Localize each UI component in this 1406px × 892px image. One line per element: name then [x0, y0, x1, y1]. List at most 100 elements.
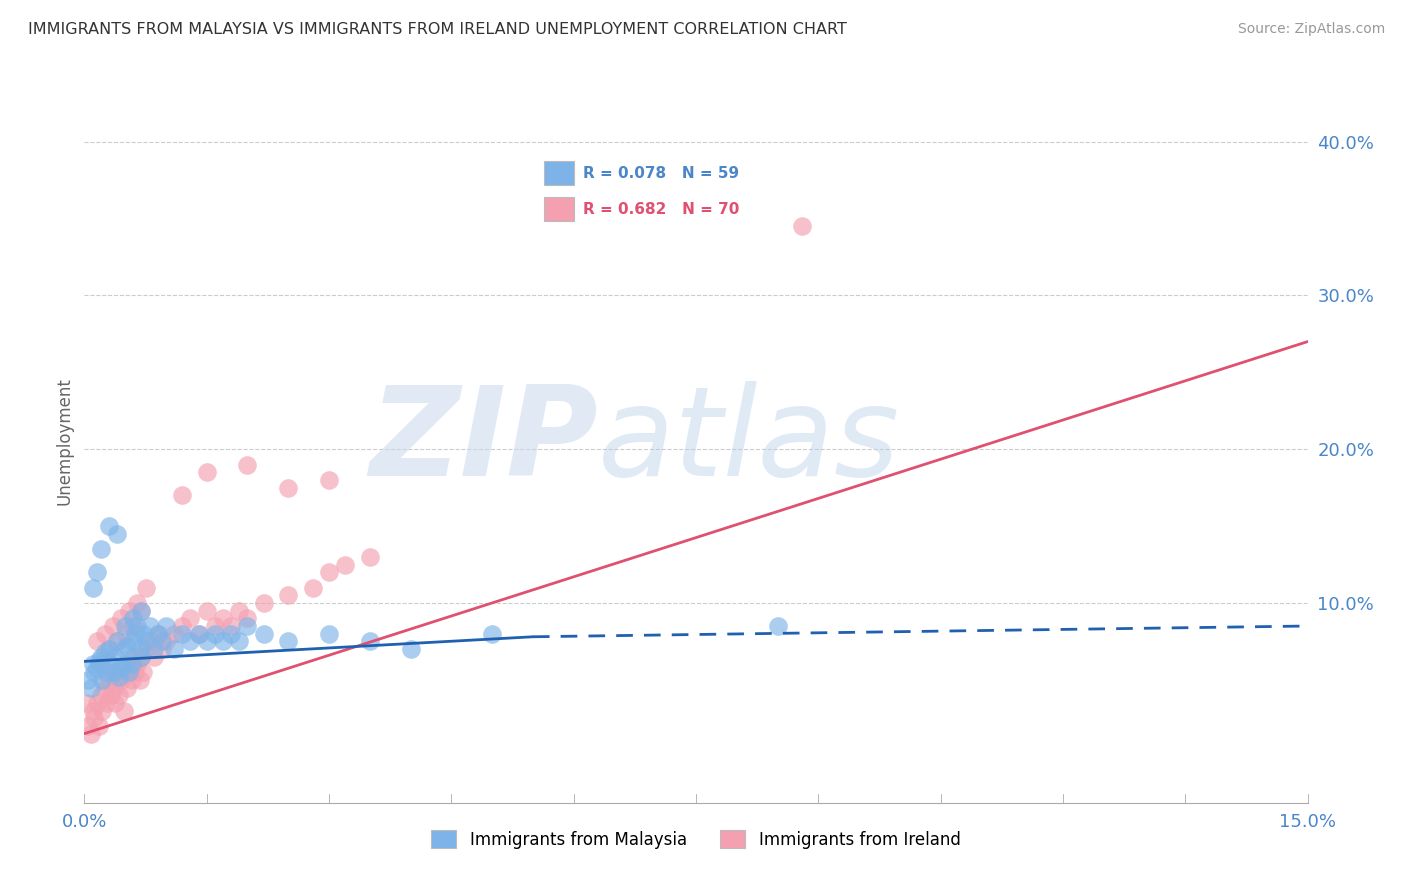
Point: [121, 657, 143, 672]
Point: [97, 642, 120, 657]
Point: [335, 558, 357, 572]
Point: [277, 634, 299, 648]
Point: [97, 642, 120, 657]
FancyBboxPatch shape: [544, 197, 574, 221]
Point: [100, 688, 122, 702]
Point: [93, 645, 115, 659]
Point: [96, 696, 118, 710]
Point: [87, 719, 110, 733]
Point: [236, 458, 259, 472]
Point: [131, 604, 153, 618]
Point: [82, 581, 104, 595]
Point: [122, 619, 145, 633]
Point: [359, 634, 381, 648]
Point: [100, 657, 122, 672]
Point: [91, 673, 114, 687]
Point: [318, 473, 340, 487]
Point: [118, 665, 141, 680]
Point: [195, 465, 218, 479]
Point: [104, 696, 127, 710]
Point: [118, 657, 141, 672]
Point: [82, 657, 104, 672]
Point: [93, 626, 115, 640]
Point: [219, 626, 242, 640]
Point: [77, 719, 100, 733]
Text: Source: ZipAtlas.com: Source: ZipAtlas.com: [1237, 22, 1385, 37]
Point: [97, 519, 120, 533]
Point: [86, 634, 108, 648]
Point: [138, 634, 160, 648]
Point: [301, 581, 323, 595]
Point: [150, 634, 173, 648]
Point: [172, 619, 194, 633]
Point: [93, 681, 115, 695]
Y-axis label: Unemployment: Unemployment: [55, 377, 73, 506]
Point: [790, 219, 813, 234]
Point: [90, 542, 112, 557]
Point: [204, 626, 226, 640]
Point: [115, 639, 138, 653]
Point: [90, 657, 112, 672]
Text: atlas: atlas: [598, 381, 900, 502]
Point: [114, 665, 136, 680]
Point: [155, 619, 177, 633]
Point: [228, 604, 250, 618]
Point: [219, 619, 242, 633]
Point: [91, 704, 114, 718]
Point: [127, 619, 149, 633]
Point: [104, 649, 127, 664]
Point: [122, 634, 145, 648]
Point: [105, 526, 128, 541]
Point: [83, 711, 105, 725]
Text: R = 0.078   N = 59: R = 0.078 N = 59: [583, 166, 740, 180]
Legend: Immigrants from Malaysia, Immigrants from Ireland: Immigrants from Malaysia, Immigrants fro…: [432, 830, 960, 848]
Point: [96, 665, 118, 680]
Point: [103, 681, 125, 695]
Point: [80, 726, 103, 740]
Point: [135, 642, 157, 657]
Point: [124, 626, 146, 640]
Point: [318, 626, 340, 640]
Point: [122, 649, 145, 664]
Point: [399, 642, 422, 657]
Point: [204, 619, 226, 633]
Point: [131, 649, 153, 664]
Point: [155, 634, 177, 648]
Point: [172, 626, 194, 640]
Point: [179, 611, 201, 625]
Text: ZIP: ZIP: [370, 381, 598, 502]
Point: [135, 581, 157, 595]
Point: [112, 704, 135, 718]
Point: [481, 626, 503, 640]
Point: [122, 611, 145, 625]
Point: [187, 626, 209, 640]
Point: [110, 673, 132, 687]
Point: [114, 626, 136, 640]
Point: [132, 665, 155, 680]
Point: [131, 649, 153, 664]
Point: [86, 565, 108, 579]
Point: [277, 481, 299, 495]
Point: [83, 665, 105, 680]
Point: [76, 696, 98, 710]
Point: [128, 673, 150, 687]
Point: [236, 611, 259, 625]
Point: [86, 696, 108, 710]
Point: [138, 619, 160, 633]
Point: [121, 673, 143, 687]
Point: [195, 634, 218, 648]
Point: [103, 665, 125, 680]
Point: [179, 634, 201, 648]
Point: [318, 565, 340, 579]
Point: [236, 619, 259, 633]
Point: [146, 626, 169, 640]
Point: [110, 660, 132, 674]
Point: [163, 642, 186, 657]
Point: [131, 604, 153, 618]
Point: [87, 654, 110, 668]
Text: IMMIGRANTS FROM MALAYSIA VS IMMIGRANTS FROM IRELAND UNEMPLOYMENT CORRELATION CHA: IMMIGRANTS FROM MALAYSIA VS IMMIGRANTS F…: [28, 22, 846, 37]
Point: [253, 596, 276, 610]
Point: [187, 626, 209, 640]
Point: [132, 626, 155, 640]
Point: [195, 604, 218, 618]
